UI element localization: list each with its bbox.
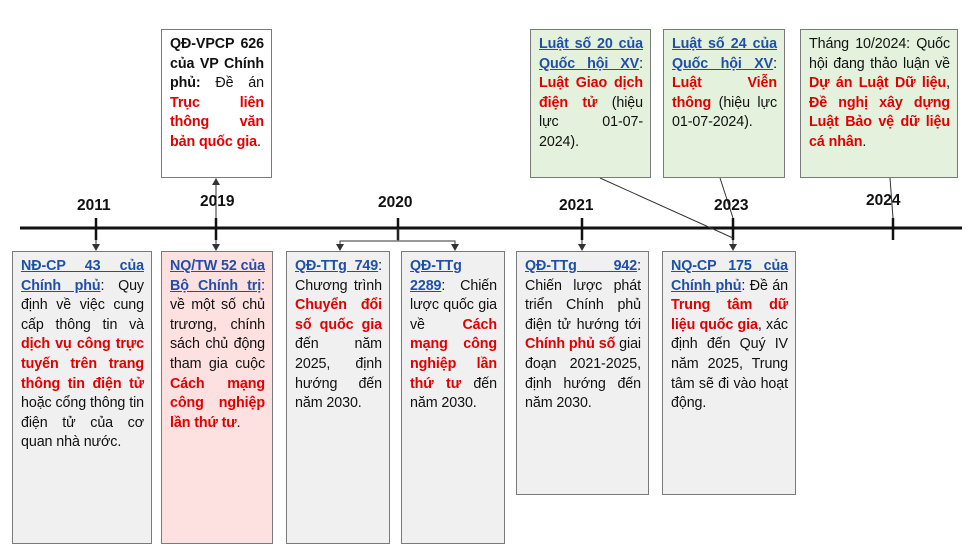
box-qd-ttg-942-end: giai đoạn 2021-2025, định hướng đến năm …: [525, 336, 641, 412]
box-qd-ttg-942-highlight: Chính phủ số: [525, 336, 616, 353]
arrowhead-2019-up: [212, 178, 220, 185]
connector-2020: [339, 240, 456, 249]
box-qd-ttg-2289-highlight: Cách mạng công nghiệp lần thứ tư: [410, 316, 497, 392]
box-luat-20: Luật số 20 của Quốc hội XV: Luật Giao dị…: [530, 29, 651, 178]
box-nq-cp-175-highlight: Trung tâm dữ liệu quốc gia: [671, 297, 788, 333]
box-qd-vpcp-626-highlight: Trục liên thông văn bản quốc gia: [170, 94, 264, 150]
box-qd-ttg-2289-end: đến năm 2030.: [410, 375, 497, 412]
year-label-2020: 2020: [378, 194, 413, 211]
arrowhead-2021: [578, 244, 586, 251]
box-qd-ttg-2289-link[interactable]: QĐ-TTg 2289: [410, 258, 462, 294]
year-label-2019: 2019: [200, 193, 235, 210]
box-luat-24-sep: :: [773, 55, 777, 72]
box-2024-highlight-1: Dự án Luật Dữ liệu: [809, 75, 947, 92]
box-luat-24-text: (hiệu lực 01-07-2024).: [672, 94, 777, 131]
box-qd-vpcp-626-title: QĐ-VPCP 626 của VP Chính phủ:: [170, 36, 264, 92]
box-nq-cp-175-text: : Đề án: [741, 277, 788, 294]
box-qd-ttg-942-text: : Chiến lược phát triển Chính phủ điện t…: [525, 258, 641, 333]
box-qd-vpcp-626-text: Đề án: [200, 75, 264, 92]
box-nd-cp-43: NĐ-CP 43 của Chính phủ: Quy định về việc…: [12, 251, 152, 544]
box-qd-ttg-749-highlight: Chuyển đổi số quốc gia: [295, 297, 382, 333]
box-qd-vpcp-626: QĐ-VPCP 626 của VP Chính phủ: Đề án Trục…: [161, 29, 272, 178]
arrowhead-2023: [729, 244, 737, 251]
year-label-2011: 2011: [77, 197, 111, 214]
box-nq-tw-52-link[interactable]: NQ/TW 52 của Bộ Chính trị: [170, 258, 265, 294]
box-nq-cp-175-end: , xác định đến Quý IV năm 2025, Trung tâ…: [671, 316, 788, 412]
box-qd-ttg-942-link[interactable]: QĐ-TTg 942: [525, 258, 638, 274]
box-luat-24: Luật số 24 của Quốc hội XV: Luật Viễn th…: [663, 29, 785, 178]
box-luat-24-link[interactable]: Luật số 24 của Quốc hội XV: [672, 36, 777, 72]
box-qd-vpcp-626-end: .: [256, 133, 261, 150]
box-2024-text: Tháng 10/2024: Quốc hội đang thảo luận v…: [809, 36, 950, 72]
box-2024-highlight-2: Đề nghị xây dựng Luật Bảo vệ dữ liệu cá …: [809, 94, 950, 150]
box-nq-tw-52-highlight: Cách mạng công nghiệp lần thứ tư: [170, 375, 265, 431]
arrowhead-2019-down: [212, 244, 220, 251]
box-qd-ttg-749-link[interactable]: QĐ-TTg 749: [295, 258, 379, 274]
box-qd-ttg-749: QĐ-TTg 749: Chương trình Chuyển đổi số q…: [286, 251, 390, 544]
box-qd-ttg-749-text: : Chương trình: [295, 258, 382, 294]
arrowhead-749: [336, 244, 344, 251]
box-luat-20-text: (hiệu lực 01-07-2024).: [539, 94, 643, 150]
arrowhead-2289: [451, 244, 459, 251]
box-nd-cp-43-end: hoặc cổng thông tin điện tử của cơ quan …: [21, 395, 144, 451]
box-nd-cp-43-text: : Quy định về việc cung cấp thông tin và: [21, 277, 144, 333]
connector-2024: [889, 177, 894, 219]
box-nq-tw-52-text: : về một số chủ trương, chính sách chủ đ…: [170, 277, 265, 372]
year-label-2024: 2024: [866, 192, 901, 209]
box-nd-cp-43-link[interactable]: NĐ-CP 43 của Chính phủ: [21, 258, 144, 294]
connector-luat20: [599, 177, 734, 239]
box-2024-end: .: [862, 133, 867, 150]
year-label-2021: 2021: [559, 197, 594, 214]
box-nd-cp-43-highlight: dịch vụ công trực tuyến trên trang thông…: [21, 336, 144, 392]
arrowhead-2011: [92, 244, 100, 251]
box-qd-ttg-2289-text: : Chiến lược quốc gia về: [410, 277, 497, 333]
box-nq-cp-175-link[interactable]: NQ-CP 175 của Chính phủ: [671, 258, 788, 294]
box-2024-sep: ,: [946, 75, 950, 92]
box-luat-20-highlight: Luật Giao dịch điện tử: [539, 75, 643, 111]
box-nq-cp-175: NQ-CP 175 của Chính phủ: Đề án Trung tâm…: [662, 251, 796, 495]
box-thang-10-2024: Tháng 10/2024: Quốc hội đang thảo luận v…: [800, 29, 958, 178]
box-luat-20-link[interactable]: Luật số 20 của Quốc hội XV: [539, 36, 643, 72]
box-qd-ttg-2289: QĐ-TTg 2289: Chiến lược quốc gia về Cách…: [401, 251, 505, 544]
box-luat-24-highlight: Luật Viễn thông: [672, 75, 777, 111]
box-nq-tw-52: NQ/TW 52 của Bộ Chính trị: về một số chủ…: [161, 251, 273, 544]
year-label-2023: 2023: [714, 197, 749, 214]
connector-luat24: [719, 177, 734, 219]
box-qd-ttg-749-end: đến năm 2025, định hướng đến năm 2030.: [295, 336, 382, 412]
box-luat-20-sep: :: [639, 55, 643, 72]
box-nq-tw-52-end: .: [236, 414, 241, 431]
box-qd-ttg-942: QĐ-TTg 942: Chiến lược phát triển Chính …: [516, 251, 649, 495]
